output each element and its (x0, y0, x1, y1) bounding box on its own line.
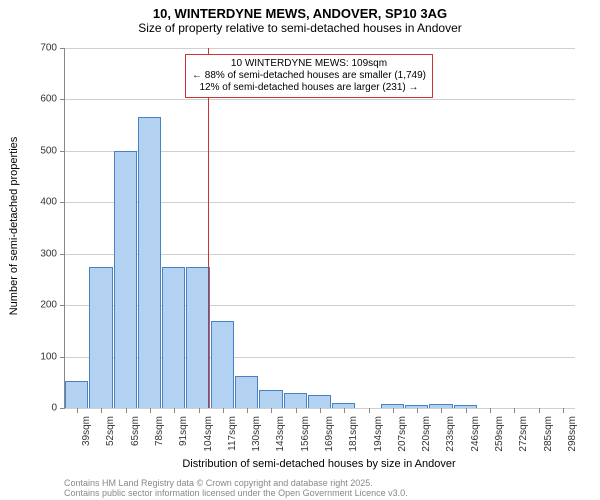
ytick-label: 0 (25, 403, 57, 414)
xtick-mark (174, 408, 175, 413)
xtick-label: 259sqm (494, 416, 505, 452)
ytick-label: 400 (25, 197, 57, 208)
xtick-label: 194sqm (373, 416, 384, 452)
xtick-mark (223, 408, 224, 413)
histogram-bar (162, 267, 185, 408)
ytick-mark (60, 357, 65, 358)
xtick-mark (563, 408, 564, 413)
annotation-line: 12% of semi-detached houses are larger (… (192, 82, 426, 94)
xtick-label: 78sqm (154, 416, 165, 446)
xtick-mark (320, 408, 321, 413)
xtick-label: 143sqm (275, 416, 286, 452)
xtick-mark (199, 408, 200, 413)
xtick-label: 52sqm (105, 416, 116, 446)
xtick-mark (466, 408, 467, 413)
xtick-label: 246sqm (470, 416, 481, 452)
xtick-mark (539, 408, 540, 413)
y-axis-label: Number of semi-detached properties (8, 46, 20, 406)
ytick-label: 500 (25, 145, 57, 156)
histogram-bar (284, 393, 307, 408)
annotation-line: 10 WINTERDYNE MEWS: 109sqm (192, 58, 426, 70)
xtick-mark (393, 408, 394, 413)
histogram-bar (235, 376, 258, 408)
xtick-label: 181sqm (348, 416, 359, 452)
xtick-label: 156sqm (300, 416, 311, 452)
xtick-label: 298sqm (567, 416, 578, 452)
xtick-label: 104sqm (203, 416, 214, 452)
xtick-label: 220sqm (421, 416, 432, 452)
ytick-mark (60, 408, 65, 409)
histogram-bar (308, 395, 331, 408)
footer-line: Contains public sector information licen… (64, 488, 408, 498)
ytick-mark (60, 48, 65, 49)
gridline (65, 99, 575, 100)
xtick-mark (344, 408, 345, 413)
xtick-mark (101, 408, 102, 413)
footer-attribution: Contains HM Land Registry data © Crown c… (64, 478, 408, 498)
chart-title: 10, WINTERDYNE MEWS, ANDOVER, SP10 3AG (0, 0, 600, 21)
x-axis-label: Distribution of semi-detached houses by … (64, 458, 574, 470)
xtick-label: 272sqm (518, 416, 529, 452)
xtick-label: 117sqm (227, 416, 238, 451)
ytick-mark (60, 99, 65, 100)
histogram-bar (259, 390, 282, 408)
xtick-label: 91sqm (178, 416, 189, 446)
xtick-label: 169sqm (324, 416, 335, 452)
histogram-bar (89, 267, 112, 408)
ytick-mark (60, 305, 65, 306)
xtick-label: 39sqm (81, 416, 92, 446)
xtick-label: 285sqm (543, 416, 554, 452)
xtick-mark (126, 408, 127, 413)
xtick-label: 233sqm (445, 416, 456, 452)
xtick-mark (514, 408, 515, 413)
ytick-label: 700 (25, 43, 57, 54)
footer-line: Contains HM Land Registry data © Crown c… (64, 478, 408, 488)
chart-subtitle: Size of property relative to semi-detach… (0, 21, 600, 35)
ytick-mark (60, 151, 65, 152)
ytick-mark (60, 202, 65, 203)
xtick-label: 65sqm (130, 416, 141, 446)
xtick-mark (247, 408, 248, 413)
ytick-label: 300 (25, 248, 57, 259)
ytick-mark (60, 254, 65, 255)
ytick-label: 100 (25, 351, 57, 362)
ytick-label: 600 (25, 94, 57, 105)
histogram-bar (138, 117, 161, 408)
gridline (65, 48, 575, 49)
xtick-mark (296, 408, 297, 413)
annotation-box: 10 WINTERDYNE MEWS: 109sqm← 88% of semi-… (185, 54, 433, 98)
xtick-label: 207sqm (397, 416, 408, 452)
xtick-mark (490, 408, 491, 413)
xtick-mark (417, 408, 418, 413)
histogram-bar (65, 381, 88, 408)
xtick-mark (77, 408, 78, 413)
histogram-bar (114, 151, 137, 408)
plot-area: 010020030040050060070039sqm52sqm65sqm78s… (64, 48, 575, 409)
histogram-bar (211, 321, 234, 408)
reference-line (208, 48, 209, 408)
xtick-mark (271, 408, 272, 413)
xtick-label: 130sqm (251, 416, 262, 452)
ytick-label: 200 (25, 300, 57, 311)
annotation-line: ← 88% of semi-detached houses are smalle… (192, 70, 426, 82)
xtick-mark (441, 408, 442, 413)
xtick-mark (369, 408, 370, 413)
chart-container: 10, WINTERDYNE MEWS, ANDOVER, SP10 3AG S… (0, 0, 600, 500)
xtick-mark (150, 408, 151, 413)
histogram-bar (186, 267, 209, 408)
